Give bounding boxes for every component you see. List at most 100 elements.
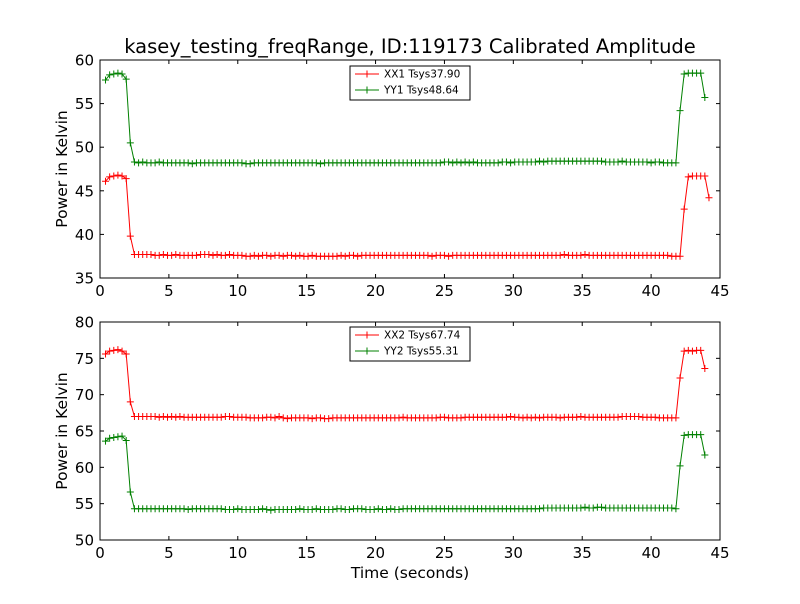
data-point-xx2 [701,365,709,373]
data-point-yy2 [370,505,378,513]
data-point-yy1 [457,159,465,167]
data-point-xx2 [507,412,515,420]
bottom-plot-y-tick-label: 80 [75,314,94,332]
top-plot-x-tick-label: 30 [504,282,523,300]
data-point-xx1 [106,173,114,181]
legend-label-xx2: XX2 Tsys67.74 [384,330,461,342]
series-xx1 [102,171,713,260]
legend-label-yy2: YY2 Tsys55.31 [383,346,459,358]
data-point-xx2 [684,346,692,354]
data-point-yy2 [180,505,188,513]
data-point-xx1 [122,175,130,183]
data-point-xx1 [350,251,358,259]
data-point-yy2 [581,503,589,511]
data-point-yy1 [122,75,130,83]
data-point-xx1 [424,251,432,259]
legend-entry-xx2: XX2 Tsys67.74 [355,330,461,342]
legend-marker-yy1 [363,86,371,94]
bottom-plot-y-tick-label: 50 [75,532,94,550]
data-point-yy1 [130,158,138,166]
data-point-yy2 [577,504,585,512]
data-point-xx2 [457,414,465,422]
data-point-yy2 [110,434,118,442]
data-point-xx2 [159,412,167,420]
data-point-xx2 [155,413,163,421]
data-point-xx2 [672,414,680,422]
data-point-xx1 [341,252,349,260]
bottom-plot-legend: XX2 Tsys67.74 YY2 Tsys55.31 [349,326,471,362]
data-point-xx2 [308,415,316,423]
data-point-xx1 [209,251,217,259]
data-point-yy1 [453,158,461,166]
data-point-yy2 [345,505,353,513]
data-point-xx1 [172,250,180,258]
data-point-yy1 [502,158,510,166]
data-point-xx2 [168,412,176,420]
data-point-yy1 [655,158,663,166]
data-point-xx1 [676,252,684,260]
bottom-plot-x-tick-label: 25 [435,544,454,562]
data-point-xx1 [147,250,155,258]
data-point-yy2 [106,434,114,442]
top-plot-frame [99,59,721,279]
data-point-xx2 [531,413,539,421]
data-point-yy2 [308,505,316,513]
top-plot-x-tick-label: 20 [366,282,385,300]
top-plot-y-tick-label: 50 [75,139,94,157]
data-point-xx2 [688,347,696,355]
data-point-xx1 [292,252,300,260]
bottom-plot-y-tick-label: 70 [75,386,94,404]
bottom-plot-x-tick-label: 10 [228,544,247,562]
data-point-xx2 [102,350,110,358]
data-point-yy2 [668,504,676,512]
bottom-plot-ticks: 0 5 10 15 20 25 30 35 40 45 50 55 60 65 70 75 80 [75,314,730,563]
data-point-xx2 [122,350,130,358]
data-point-yy1 [126,139,134,147]
data-point-xx1 [354,252,362,260]
bottom-plot-x-tick-label: 0 [95,544,105,562]
top-plot-series [102,69,713,260]
data-point-yy2 [680,431,688,439]
data-point-xx1 [680,205,688,213]
data-point-xx1 [263,251,271,259]
data-point-xx1 [267,252,275,260]
data-point-yy1 [246,160,254,168]
data-point-yy2 [267,506,275,514]
data-point-xx1 [155,251,163,259]
legend-entry-xx1: XX1 Tsys37.90 [355,69,460,81]
data-point-yy2 [672,505,680,513]
bottom-plot-x-tick-label: 40 [642,544,661,562]
data-point-yy1 [139,158,147,166]
data-point-xx2 [536,414,544,422]
legend-marker-xx2 [363,331,371,339]
data-point-yy2 [387,505,395,513]
data-point-yy2 [122,436,130,444]
data-point-xx2 [432,414,440,422]
legend-marker-yy2 [363,347,371,355]
data-point-yy1 [184,159,192,167]
data-point-xx2 [697,346,705,354]
data-point-yy2 [114,433,122,441]
data-point-xx2 [614,413,622,421]
data-point-xx2 [283,415,291,423]
data-point-xx2 [556,414,564,422]
data-point-yy1 [676,107,684,115]
data-point-xx1 [560,250,568,258]
data-point-yy2 [701,451,709,459]
top-plot-x-tick-label: 25 [435,282,454,300]
data-point-yy1 [697,69,705,77]
data-point-yy2 [312,505,320,513]
data-point-xx1 [192,251,200,259]
data-point-xx1 [556,251,564,259]
data-point-yy1 [110,70,118,78]
data-point-yy1 [188,160,196,168]
data-point-xx2 [271,414,279,422]
data-point-xx1 [664,251,672,259]
data-point-xx2 [279,414,287,422]
data-point-xx1 [114,171,122,179]
bottom-plot: 0 5 10 15 20 25 30 35 40 45 50 55 60 65 70 75 80 Power i… [53,314,730,563]
data-point-xx2 [515,413,523,421]
top-plot-x-tick-label: 35 [573,282,592,300]
